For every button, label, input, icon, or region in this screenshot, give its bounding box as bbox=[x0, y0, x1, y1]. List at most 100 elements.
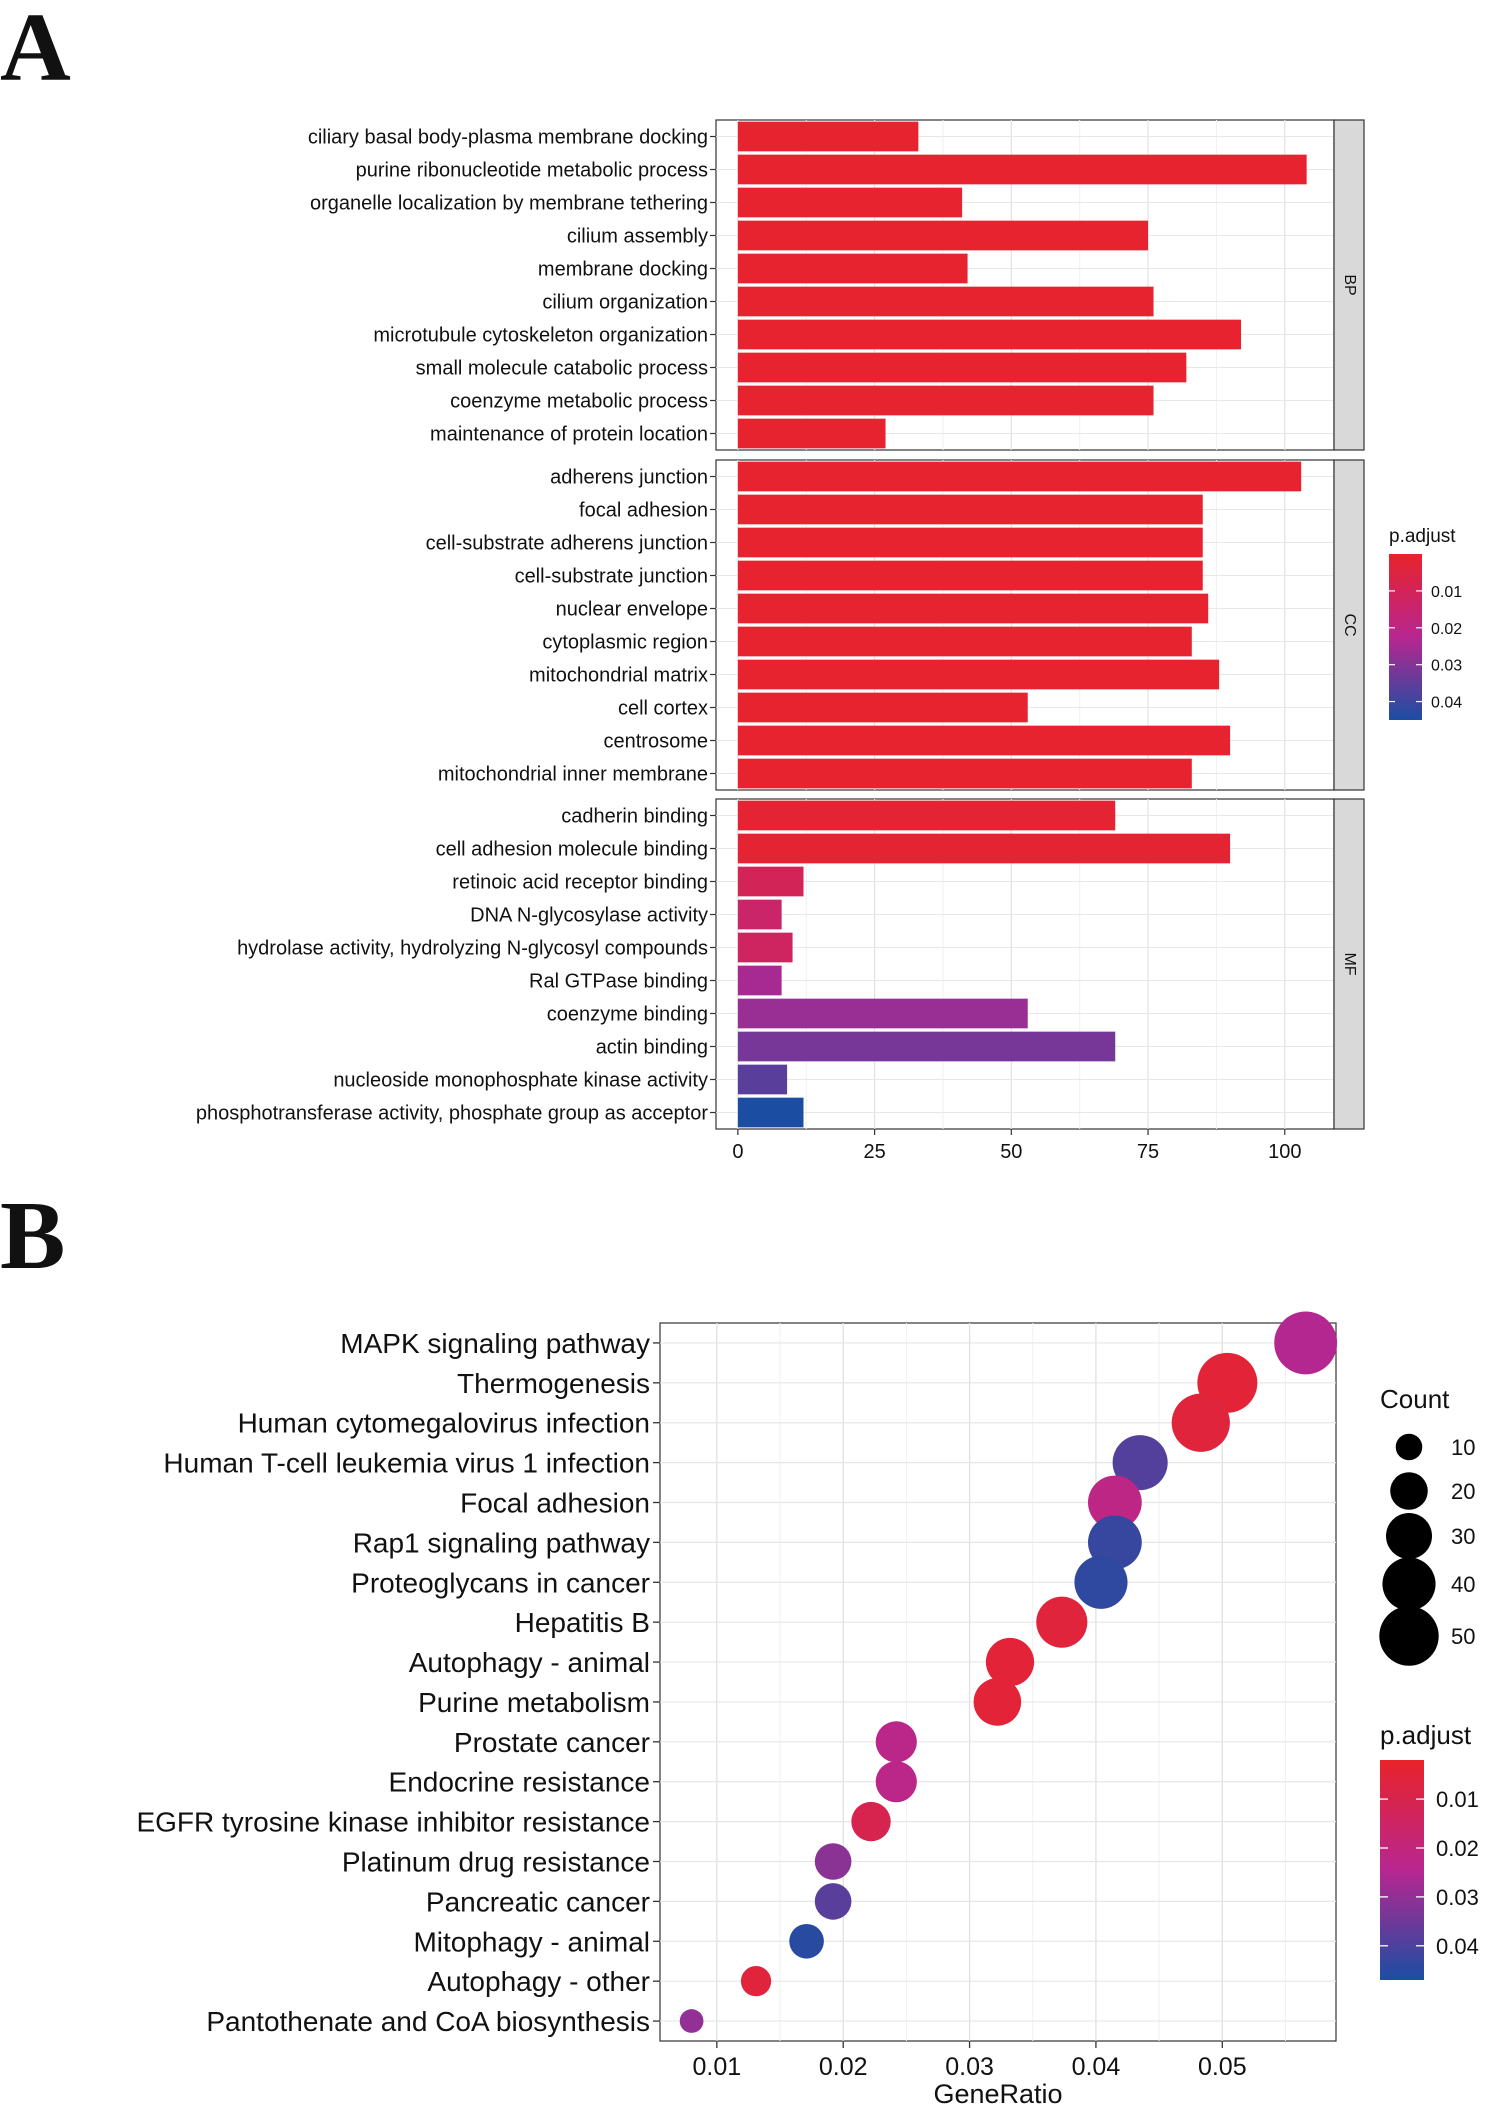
bar-bp-3 bbox=[737, 187, 963, 218]
pathway-label: Pancreatic cancer bbox=[426, 1886, 650, 1917]
panel-b-label: B bbox=[0, 1182, 65, 1290]
legend-tick-label: 0.01 bbox=[1436, 1787, 1479, 1812]
facet-strip bbox=[1333, 798, 1365, 1130]
bar-bp-8 bbox=[737, 352, 1187, 383]
pathway-label: Focal adhesion bbox=[460, 1488, 650, 1519]
bar-bp-1 bbox=[737, 121, 919, 152]
panel-a-label: A bbox=[0, 0, 71, 102]
category-label: centrosome bbox=[604, 731, 709, 753]
point-17 bbox=[740, 1966, 772, 1997]
category-label: actin binding bbox=[596, 1037, 708, 1059]
bar-cc-6 bbox=[737, 626, 1192, 657]
category-label: purine ribonucleotide metabolic process bbox=[356, 160, 708, 182]
category-label: cell-substrate adherens junction bbox=[426, 533, 708, 555]
point-7 bbox=[1074, 1555, 1128, 1609]
legend-title: p.adjust bbox=[1380, 1720, 1472, 1750]
facet-strip bbox=[1333, 459, 1365, 791]
point-9 bbox=[985, 1637, 1035, 1687]
category-label: focal adhesion bbox=[579, 500, 708, 522]
p-adjust-legend-b: p.adjust 0.01 0.02 0.03 0.04 bbox=[1380, 1720, 1479, 1980]
category-label: DNA N-glycosylase activity bbox=[470, 905, 708, 927]
facet-strip bbox=[1333, 119, 1365, 451]
size-key-label: 40 bbox=[1451, 1572, 1475, 1597]
color-scale-bar bbox=[1389, 554, 1422, 720]
size-key-label: 10 bbox=[1451, 1435, 1475, 1460]
pathway-label: Rap1 signaling pathway bbox=[353, 1527, 650, 1558]
bar-cc-10 bbox=[737, 758, 1192, 789]
point-12 bbox=[875, 1761, 917, 1803]
pathway-label: Platinum drug resistance bbox=[342, 1847, 650, 1878]
size-key-20 bbox=[1390, 1472, 1428, 1510]
category-label: cell cortex bbox=[618, 698, 708, 720]
bar-bp-5 bbox=[737, 253, 968, 284]
facet-strip-label: CC bbox=[1341, 613, 1358, 636]
bar-bp-9 bbox=[737, 385, 1154, 416]
size-key-50 bbox=[1379, 1606, 1439, 1666]
category-label: cilium organization bbox=[542, 292, 708, 314]
category-label: ciliary basal body-plasma membrane docki… bbox=[308, 127, 708, 149]
bar-bp-2 bbox=[737, 154, 1307, 185]
x-tick-label: 0.04 bbox=[1072, 2053, 1121, 2081]
category-label: cell adhesion molecule binding bbox=[436, 839, 708, 861]
bar-bp-6 bbox=[737, 286, 1154, 317]
kegg-enrichment-dot-plot: MAPK signaling pathway Thermogenesis Human… bbox=[136, 1311, 1479, 2109]
legend-tick-label: 0.02 bbox=[1436, 1836, 1479, 1861]
bar-cc-4 bbox=[737, 560, 1203, 591]
category-label: cadherin binding bbox=[561, 806, 708, 828]
facet-strip-label: BP bbox=[1341, 274, 1358, 295]
x-tick-label: 25 bbox=[863, 1141, 885, 1163]
facet-strip-label: MF bbox=[1341, 952, 1358, 975]
category-label: small molecule catabolic process bbox=[416, 358, 708, 380]
bar-mf-4 bbox=[737, 899, 782, 930]
size-key-label: 30 bbox=[1451, 1524, 1475, 1549]
bar-cc-8 bbox=[737, 692, 1028, 723]
legend-tick-label: 0.04 bbox=[1431, 695, 1462, 712]
pathway-label: Hepatitis B bbox=[515, 1607, 650, 1638]
pathway-label: Purine metabolism bbox=[418, 1687, 650, 1718]
pathway-label: Endocrine resistance bbox=[389, 1767, 650, 1798]
point-5 bbox=[1087, 1475, 1142, 1530]
bar-mf-2 bbox=[737, 833, 1231, 864]
category-label: mitochondrial inner membrane bbox=[438, 764, 708, 786]
x-tick-label: 50 bbox=[1000, 1141, 1022, 1163]
x-tick-label: 0 bbox=[732, 1141, 743, 1163]
point-14 bbox=[814, 1843, 852, 1880]
bar-mf-3 bbox=[737, 866, 804, 897]
x-tick-label: 0.05 bbox=[1198, 2053, 1247, 2081]
point-11 bbox=[875, 1721, 917, 1763]
pathway-label: Mitophagy - animal bbox=[413, 1926, 650, 1957]
category-label: Ral GTPase binding bbox=[529, 971, 708, 993]
bar-cc-2 bbox=[737, 494, 1203, 525]
pathway-label: Pantothenate and CoA biosynthesis bbox=[206, 2006, 650, 2037]
size-key-label: 20 bbox=[1451, 1479, 1475, 1504]
p-adjust-legend-a: p.adjust 0.01 0.02 0.03 0.04 bbox=[1389, 526, 1462, 720]
bar-cc-3 bbox=[737, 527, 1203, 558]
size-key-label: 50 bbox=[1451, 1624, 1475, 1649]
point-4 bbox=[1112, 1435, 1168, 1491]
bar-cc-1 bbox=[737, 461, 1302, 492]
point-16 bbox=[789, 1923, 824, 1959]
point-1 bbox=[1274, 1311, 1338, 1375]
category-label: coenzyme binding bbox=[547, 1004, 708, 1026]
go-enrichment-bar-chart: ciliary basal body-plasma membrane docki… bbox=[196, 119, 1462, 1163]
category-label: cilium assembly bbox=[567, 226, 708, 248]
color-scale-bar bbox=[1380, 1760, 1424, 1980]
category-label: organelle localization by membrane tethe… bbox=[310, 193, 708, 215]
category-label: maintenance of protein location bbox=[430, 424, 708, 446]
legend-tick-label: 0.01 bbox=[1431, 584, 1462, 601]
category-label: cytoplasmic region bbox=[542, 632, 708, 654]
size-key-10 bbox=[1395, 1433, 1423, 1461]
legend-title: p.adjust bbox=[1389, 526, 1456, 547]
bar-mf-5 bbox=[737, 932, 793, 963]
x-tick-label: 100 bbox=[1268, 1141, 1301, 1163]
category-label: mitochondrial matrix bbox=[529, 665, 708, 687]
pathway-label: Proteoglycans in cancer bbox=[351, 1567, 650, 1598]
legend-tick-label: 0.04 bbox=[1436, 1934, 1479, 1959]
facet-cc: adherens junction focal adhesion cell-subs… bbox=[426, 459, 1365, 791]
legend-tick-label: 0.03 bbox=[1436, 1885, 1479, 1910]
category-label: nucleoside monophosphate kinase activity bbox=[333, 1070, 708, 1092]
category-label: hydrolase activity, hydrolyzing N-glycos… bbox=[237, 938, 708, 960]
x-axis-title: GeneRatio bbox=[933, 2079, 1062, 2109]
bar-cc-7 bbox=[737, 659, 1220, 690]
